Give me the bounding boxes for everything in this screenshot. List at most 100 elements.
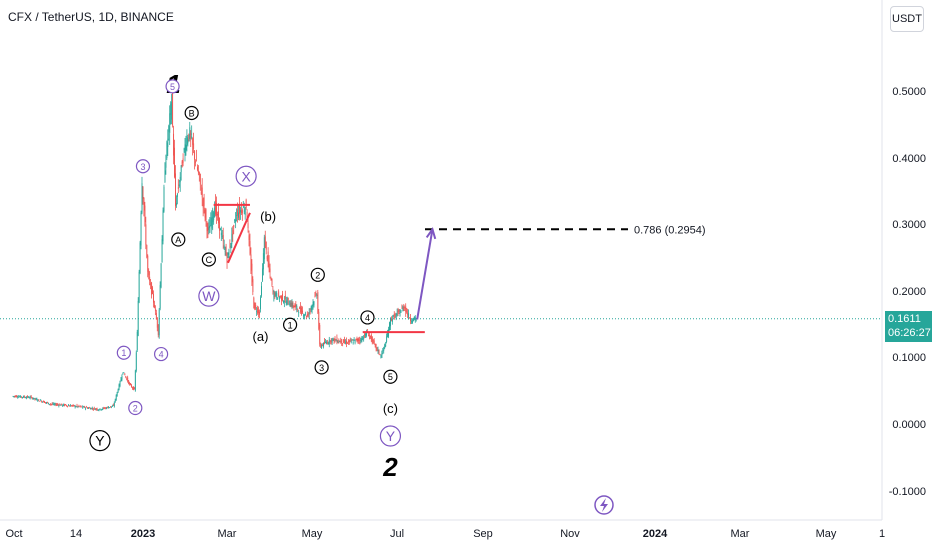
wave-circle-text: C bbox=[206, 255, 213, 265]
candle-body bbox=[341, 339, 343, 344]
candle-body bbox=[20, 395, 22, 398]
candle-body bbox=[311, 305, 313, 311]
candle-body bbox=[395, 314, 397, 319]
candle-body bbox=[257, 308, 259, 313]
wave-circle bbox=[184, 105, 199, 121]
candle-body bbox=[15, 395, 17, 397]
candle-body bbox=[136, 331, 138, 351]
candle-body bbox=[189, 127, 191, 140]
candle-body bbox=[353, 339, 355, 341]
candle-body bbox=[145, 224, 147, 245]
candle-body bbox=[148, 270, 150, 276]
candle-body bbox=[240, 209, 241, 213]
candle-body bbox=[137, 300, 139, 336]
candle-body bbox=[150, 283, 152, 285]
wave-label-1: 1 bbox=[116, 345, 131, 360]
price-tick: 0.1000 bbox=[892, 352, 926, 365]
candle-body bbox=[131, 385, 132, 388]
candle-body bbox=[289, 304, 291, 307]
candle-body bbox=[76, 405, 78, 407]
candle-body bbox=[342, 343, 344, 345]
candle-body bbox=[43, 400, 45, 403]
candle-body bbox=[57, 404, 59, 406]
candle-body bbox=[383, 347, 385, 351]
candle-body bbox=[188, 133, 190, 139]
candle-body bbox=[46, 402, 47, 404]
candle-body bbox=[375, 344, 377, 349]
wave-label-4: 4 bbox=[360, 310, 375, 325]
candle-body bbox=[71, 405, 73, 406]
candle-body bbox=[236, 215, 238, 216]
candle-body bbox=[65, 404, 67, 406]
wave-circle-text: 5 bbox=[170, 82, 175, 92]
candle-body bbox=[209, 225, 211, 233]
candle-body bbox=[123, 372, 125, 373]
candle-body bbox=[174, 147, 175, 177]
candle-body bbox=[253, 297, 255, 309]
candle-body bbox=[73, 405, 75, 407]
candle-body bbox=[51, 403, 53, 405]
candle-body bbox=[120, 378, 122, 382]
candle-body bbox=[25, 397, 26, 399]
candle-body bbox=[405, 306, 407, 313]
candle-body bbox=[281, 295, 282, 301]
candle-body bbox=[410, 317, 411, 321]
candle-body bbox=[283, 301, 285, 303]
candle-body bbox=[27, 396, 29, 398]
wave-label-a: (a) bbox=[253, 329, 269, 344]
candle-body bbox=[141, 183, 143, 213]
candle-body bbox=[154, 309, 156, 312]
candle-body bbox=[244, 208, 246, 215]
wave-circle bbox=[89, 430, 111, 452]
currency-button[interactable]: USDT bbox=[890, 6, 924, 32]
candle-body bbox=[369, 335, 370, 337]
candle-body bbox=[313, 301, 315, 306]
candle-body bbox=[396, 312, 398, 315]
candle-body bbox=[169, 113, 171, 133]
candle-body bbox=[329, 340, 331, 343]
candle-body bbox=[61, 403, 63, 405]
candle-body bbox=[355, 338, 357, 340]
candle-body bbox=[251, 263, 253, 283]
candle-body bbox=[91, 408, 93, 409]
candle-body bbox=[369, 335, 371, 338]
candle-body bbox=[147, 255, 149, 272]
candle-body bbox=[159, 285, 161, 309]
candle-body bbox=[108, 407, 110, 409]
candle-body bbox=[364, 333, 366, 338]
candle-body bbox=[212, 209, 214, 223]
fib-target-label: 0.786 (0.2954) bbox=[634, 224, 706, 236]
candle-body bbox=[407, 312, 409, 315]
candle-body bbox=[168, 125, 170, 132]
candle-body bbox=[68, 405, 70, 407]
candle-body bbox=[365, 333, 367, 336]
candle-body bbox=[334, 337, 336, 340]
candle-body bbox=[218, 211, 219, 224]
candle-body bbox=[249, 241, 251, 254]
candle-body bbox=[277, 297, 279, 300]
candle-body bbox=[261, 268, 263, 281]
candle-body bbox=[118, 384, 120, 391]
candle-body bbox=[343, 339, 345, 343]
candle-body bbox=[366, 332, 368, 336]
candle-body bbox=[114, 399, 116, 402]
candle-body bbox=[295, 304, 297, 307]
time-tick: Jul bbox=[389, 528, 405, 540]
candle-body bbox=[297, 309, 299, 310]
candle-body bbox=[103, 407, 105, 409]
wave-circle-text: 4 bbox=[365, 313, 370, 323]
candle-body bbox=[408, 313, 410, 317]
candle-body bbox=[411, 321, 412, 323]
candle-body bbox=[320, 344, 322, 347]
candle-body bbox=[306, 314, 308, 317]
candle-body bbox=[359, 339, 361, 342]
time-tick: 14 bbox=[69, 528, 83, 540]
candle-body bbox=[376, 348, 378, 350]
wave-label-c: (c) bbox=[383, 401, 398, 416]
wave-circle bbox=[379, 425, 402, 447]
wave-circle bbox=[154, 346, 169, 362]
wave-circle-text: 2 bbox=[315, 270, 320, 280]
candle-body bbox=[187, 139, 189, 144]
candle-body bbox=[90, 407, 92, 409]
